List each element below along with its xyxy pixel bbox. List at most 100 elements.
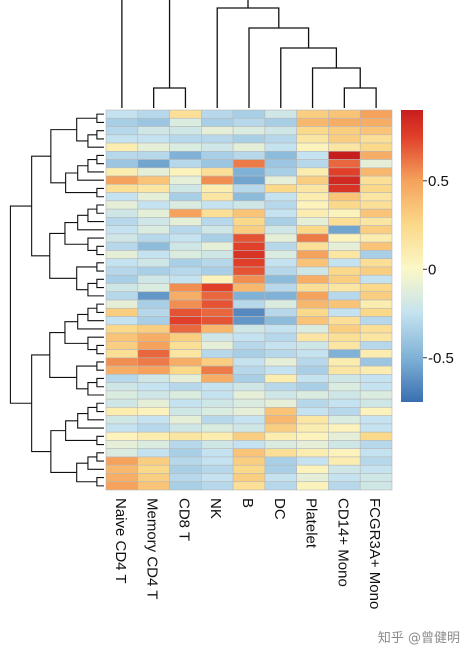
- heatmap-cell: [359, 184, 393, 193]
- heatmap-cell: [105, 142, 139, 152]
- watermark-text: 知乎 @曾健明: [377, 631, 460, 646]
- heatmap-cell: [232, 481, 266, 491]
- heatmap-cell: [232, 250, 266, 259]
- heatmap-cell: [201, 175, 234, 185]
- heatmap-cell: [232, 217, 266, 226]
- heatmap-cell: [105, 250, 139, 259]
- heatmap-cell: [169, 233, 202, 243]
- heatmap-cell: [232, 258, 266, 268]
- heatmap-cell: [359, 126, 393, 136]
- dendrogram-branch: [49, 331, 77, 378]
- heatmap-cell: [232, 440, 266, 449]
- heatmap-cell: [264, 431, 297, 441]
- heatmap-cell: [201, 390, 234, 400]
- heatmap-cell: [105, 159, 139, 169]
- heatmap-cell: [296, 192, 329, 202]
- heatmap-cell: [264, 291, 297, 301]
- heatmap-cell: [264, 283, 297, 293]
- heatmap-cell: [232, 167, 266, 177]
- heatmap-cell: [232, 407, 266, 416]
- heatmap-cell: [169, 217, 202, 226]
- heatmap-cell: [137, 208, 170, 218]
- heatmap-cell: [264, 151, 297, 160]
- dendrogram-branch: [87, 282, 104, 297]
- heatmap-cell: [359, 200, 393, 210]
- heatmap-cell: [105, 117, 139, 127]
- heatmap-cell: [105, 167, 139, 177]
- heatmap-cell: [264, 382, 297, 392]
- heatmap-cell: [105, 126, 139, 136]
- heatmap-cell: [359, 250, 393, 259]
- heatmap-cell: [296, 456, 329, 466]
- heatmap-cell: [264, 208, 297, 218]
- heatmap-cell: [137, 340, 170, 350]
- heatmap-cell: [232, 142, 266, 152]
- dendrogram-branch: [65, 172, 97, 194]
- heatmap-cell: [296, 109, 329, 119]
- heatmap-cell: [137, 225, 170, 235]
- heatmap-cell: [232, 398, 266, 408]
- heatmap-cell: [359, 398, 393, 408]
- heatmap-cell: [169, 481, 202, 491]
- heatmap-cell: [137, 423, 170, 433]
- dendrogram-branch: [96, 361, 104, 371]
- heatmap-cell: [201, 332, 234, 342]
- heatmap-cell: [359, 159, 393, 169]
- heatmap-cell: [296, 250, 329, 259]
- heatmap-cell: [105, 151, 139, 160]
- heatmap-cell: [359, 307, 393, 317]
- heatmap-cell: [232, 473, 266, 483]
- column-dendrogram: [121, 0, 377, 108]
- column-label: CD8 T: [175, 498, 192, 541]
- heatmap-cell: [169, 316, 202, 326]
- dendrogram-branch: [87, 406, 104, 421]
- heatmap-cell: [264, 365, 297, 375]
- heatmap-cell: [296, 464, 329, 474]
- heatmap-cell: [137, 440, 170, 449]
- column-label: DC: [271, 498, 288, 520]
- heatmap-cell: [232, 365, 266, 375]
- heatmap-cell: [105, 299, 139, 309]
- heatmap-cell: [264, 225, 297, 235]
- dendrogram-branch: [65, 420, 97, 441]
- heatmap-cell: [359, 258, 393, 268]
- heatmap-cell: [328, 357, 361, 367]
- dendrogram-branch: [87, 336, 104, 351]
- heatmap-cell: [359, 266, 393, 276]
- heatmap-cell: [201, 266, 234, 276]
- heatmap-cell: [201, 324, 234, 334]
- heatmap-cell: [328, 332, 361, 342]
- heatmap-cell: [359, 390, 393, 400]
- heatmap-cell: [169, 390, 202, 400]
- dendrogram-branch: [31, 354, 51, 453]
- heatmap-cell: [105, 448, 139, 458]
- heatmap-cell: [359, 431, 393, 441]
- heatmap-cell: [328, 291, 361, 301]
- heatmap-cell: [232, 175, 266, 185]
- heatmap-cell: [105, 266, 139, 276]
- heatmap-cell: [232, 126, 266, 136]
- heatmap-cell: [328, 283, 361, 293]
- heatmap-cell: [264, 167, 297, 177]
- heatmap-cell: [232, 423, 266, 433]
- heatmap-cell: [328, 307, 361, 317]
- heatmap-cell: [201, 184, 234, 193]
- heatmap-cell: [137, 299, 170, 309]
- heatmap-cell: [201, 142, 234, 152]
- heatmap-cell: [105, 349, 139, 359]
- heatmap-cell: [359, 274, 393, 284]
- heatmap-cell: [169, 332, 202, 342]
- heatmap-cell: [296, 167, 329, 177]
- heatmap-cell: [296, 316, 329, 326]
- heatmap-cell: [169, 349, 202, 359]
- heatmap-cell: [359, 299, 393, 309]
- dendrogram-branch: [96, 245, 104, 256]
- heatmap-cell: [359, 283, 393, 293]
- heatmap-cell: [359, 473, 393, 483]
- heatmap-cell: [169, 134, 202, 144]
- heatmap-cell: [296, 340, 329, 350]
- heatmap-cell: [359, 151, 393, 160]
- heatmap-cell: [105, 464, 139, 474]
- heatmap-cell: [328, 464, 361, 474]
- heatmap-cell: [328, 192, 361, 202]
